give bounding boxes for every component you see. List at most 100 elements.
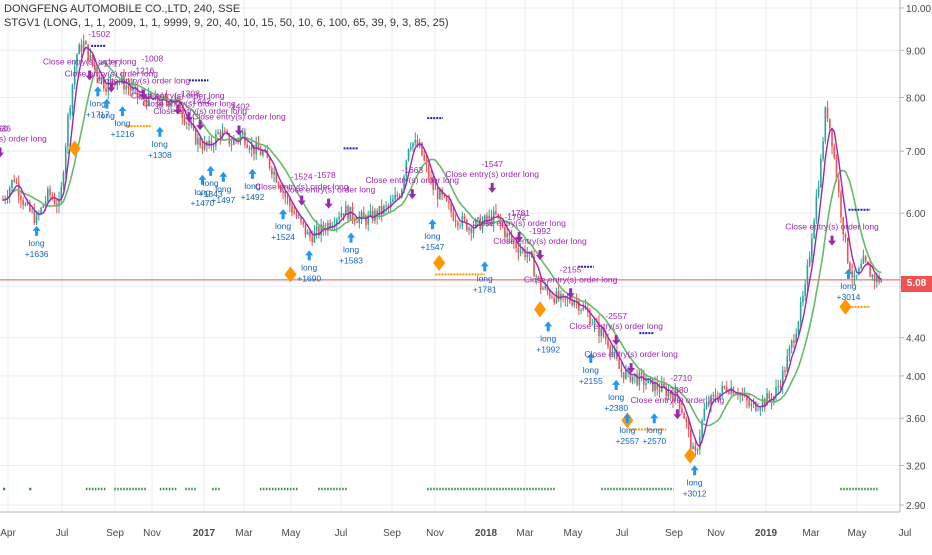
candle-body (519, 250, 522, 253)
exit-pnl-label: -2155 (560, 264, 582, 274)
exit-arrow-icon (173, 104, 182, 115)
candle-body (277, 182, 280, 187)
candle-body (687, 422, 690, 430)
candle-body (15, 181, 18, 183)
long-pnl-label: +3014 (837, 292, 861, 302)
candle-body (17, 182, 20, 196)
exit-marker: -1636Close entry(s) order long (0, 123, 47, 158)
candle-body (268, 157, 271, 169)
candle-body (813, 220, 815, 239)
candle-body (533, 257, 535, 277)
candle-body (600, 328, 603, 337)
candle-body (878, 276, 880, 283)
long-entry-marker: long+1781 (473, 261, 497, 294)
candle-body (105, 88, 107, 92)
candle-body (127, 85, 130, 89)
candle-body (793, 340, 795, 343)
candle-body (297, 217, 300, 218)
candle-body (69, 107, 72, 115)
exit-pnl-label: -1216 (133, 66, 155, 76)
exit-pnl-label: -1781 (508, 208, 530, 218)
candle-body (183, 117, 186, 124)
candle-body (338, 217, 340, 220)
long-entry-marker: long+1583 (339, 232, 363, 266)
candle-body (837, 179, 840, 193)
exit-pnl-label: -1402 (228, 101, 250, 111)
long-arrow-icon (206, 165, 215, 176)
candle-body (790, 340, 793, 348)
candle-body (510, 235, 513, 241)
candle-body (194, 127, 197, 145)
exit-arrow-icon (85, 70, 94, 81)
long-arrow-icon (347, 232, 356, 243)
candle-body (822, 141, 824, 160)
long-arrow-icon (198, 174, 207, 185)
exit-pnl-label: -1308 (178, 88, 200, 98)
exit-order-label: Close entry(s) order long (584, 349, 678, 359)
candle-body (634, 374, 636, 377)
candle-body (609, 346, 612, 353)
x-tick-label: Jul (335, 528, 348, 539)
candle-body (185, 123, 188, 125)
candle-body (423, 155, 426, 161)
exit-order-label: Close entry(s) order long (131, 91, 225, 101)
candle-body (293, 212, 296, 214)
candle-body (573, 300, 576, 305)
long-entry-marker: long+2155 (579, 352, 603, 386)
candle-body (461, 216, 464, 226)
exit-order-label: Close entry(s) order long (282, 185, 376, 195)
candle-body (775, 387, 777, 397)
exit-order-label: Close entry(s) order long (153, 106, 247, 116)
x-tick-label: May (564, 528, 583, 539)
candle-body (333, 224, 336, 226)
candle-body (855, 274, 858, 276)
exit-order-label: Close entry(s) order long (631, 395, 725, 405)
study-title[interactable]: STGV1 (LONG, 1, 1, 2009, 1, 1, 9999, 9, … (4, 17, 449, 29)
candle-body (367, 215, 370, 225)
exit-order-label: Close entry(s) order long (97, 76, 191, 86)
exit-pnl-label: -2557 (605, 311, 627, 321)
exit-pnl-label: -1636 (0, 123, 11, 133)
candle-body (474, 219, 477, 228)
candle-body (362, 212, 365, 217)
x-tick-label: Sep (383, 528, 401, 539)
candle-body (737, 394, 739, 396)
candle-body (396, 194, 399, 197)
candle-body (506, 232, 508, 238)
x-tick-label: Mar (516, 528, 534, 539)
candle-body (517, 248, 520, 253)
candle-body (31, 210, 33, 212)
candle-body (432, 179, 434, 190)
exit-marker: Close entry(s) order long (131, 91, 225, 115)
candle-body (232, 139, 235, 145)
candle-body (42, 205, 45, 208)
candle-body (309, 231, 311, 237)
exit-order-label: Close entry(s) order long (785, 222, 879, 232)
candle-body (197, 137, 199, 145)
exit-arrow-icon (408, 189, 417, 200)
x-tick-label: Nov (143, 528, 161, 539)
candle-body (275, 171, 278, 183)
entry-diamond-marker (534, 301, 546, 318)
long-entry-marker: long+1636 (25, 225, 49, 259)
long-entry-marker: long+1992 (536, 321, 560, 354)
candle-body (779, 385, 782, 387)
price-axis-bg (900, 0, 932, 550)
entry-diamond-marker (684, 447, 697, 464)
long-pnl-label: +1636 (25, 249, 49, 259)
candle-body (64, 146, 67, 174)
x-tick-label: 2018 (475, 528, 498, 539)
exit-pnl-label: -1524 (291, 171, 313, 181)
exit-pnl-label: -1717 (100, 58, 122, 68)
pnl-label: -2710 (670, 373, 692, 383)
candle-body (607, 339, 609, 347)
exit-order-label: Close entry(s) order long (255, 181, 349, 191)
candle-body (329, 222, 331, 228)
exit-arrow-icon (184, 112, 193, 123)
candle-body (515, 242, 517, 249)
candle-body (571, 302, 573, 305)
